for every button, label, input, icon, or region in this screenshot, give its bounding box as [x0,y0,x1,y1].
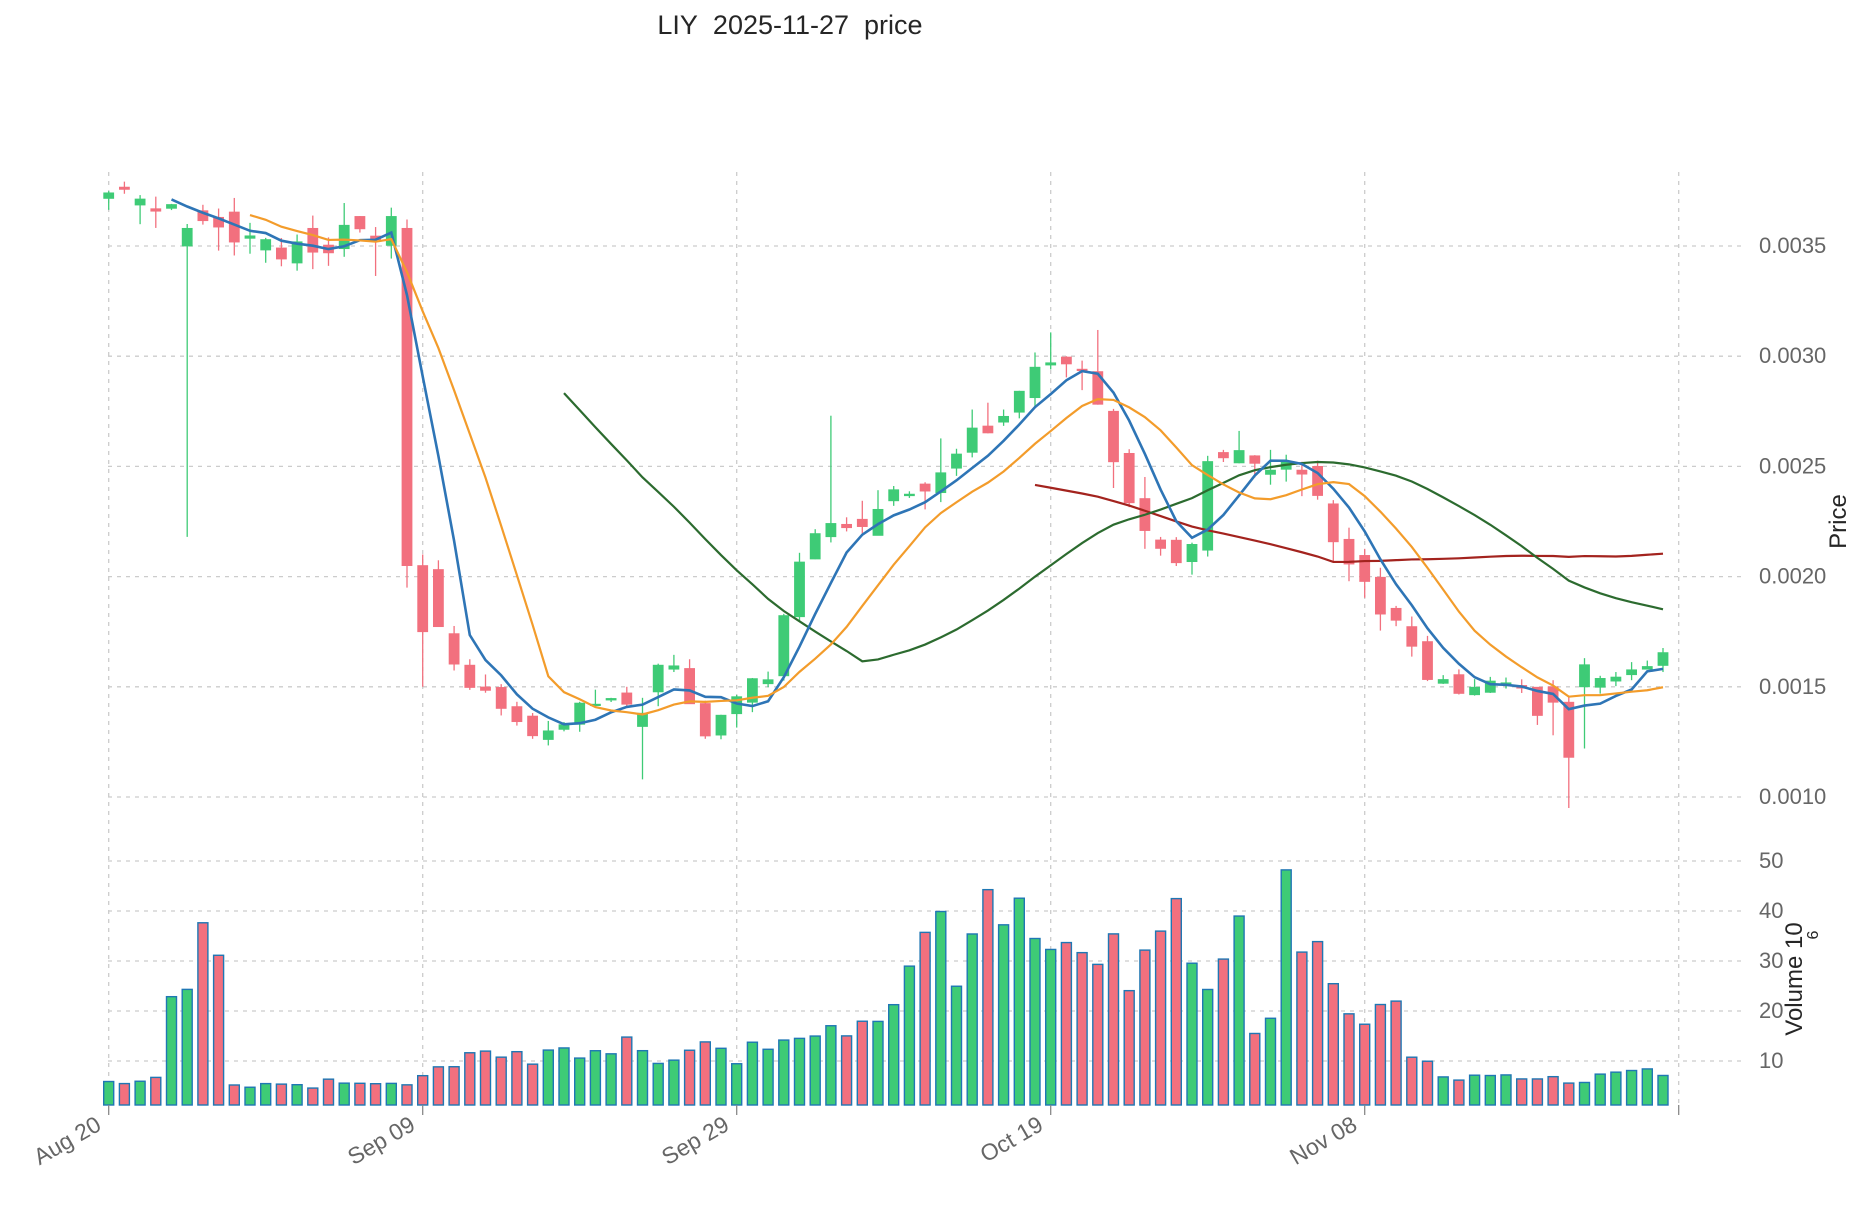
svg-text:10: 10 [1759,1048,1783,1073]
svg-text:40: 40 [1759,898,1783,923]
svg-text:6: 6 [1805,930,1822,939]
svg-text:0.0030: 0.0030 [1759,343,1826,368]
svg-text:0.0035: 0.0035 [1759,233,1826,258]
svg-text:20: 20 [1759,998,1783,1023]
svg-text:Volume 10: Volume 10 [1781,922,1808,1035]
svg-text:0.0025: 0.0025 [1759,453,1826,478]
svg-text:30: 30 [1759,948,1783,973]
svg-text:0.0020: 0.0020 [1759,564,1826,589]
svg-text:Price: Price [1825,494,1852,549]
svg-text:50: 50 [1759,848,1783,873]
svg-text:LIY 2025-11-27 price: LIY 2025-11-27 price [657,10,922,40]
svg-text:0.0015: 0.0015 [1759,674,1826,699]
svg-text:0.0010: 0.0010 [1759,784,1826,809]
